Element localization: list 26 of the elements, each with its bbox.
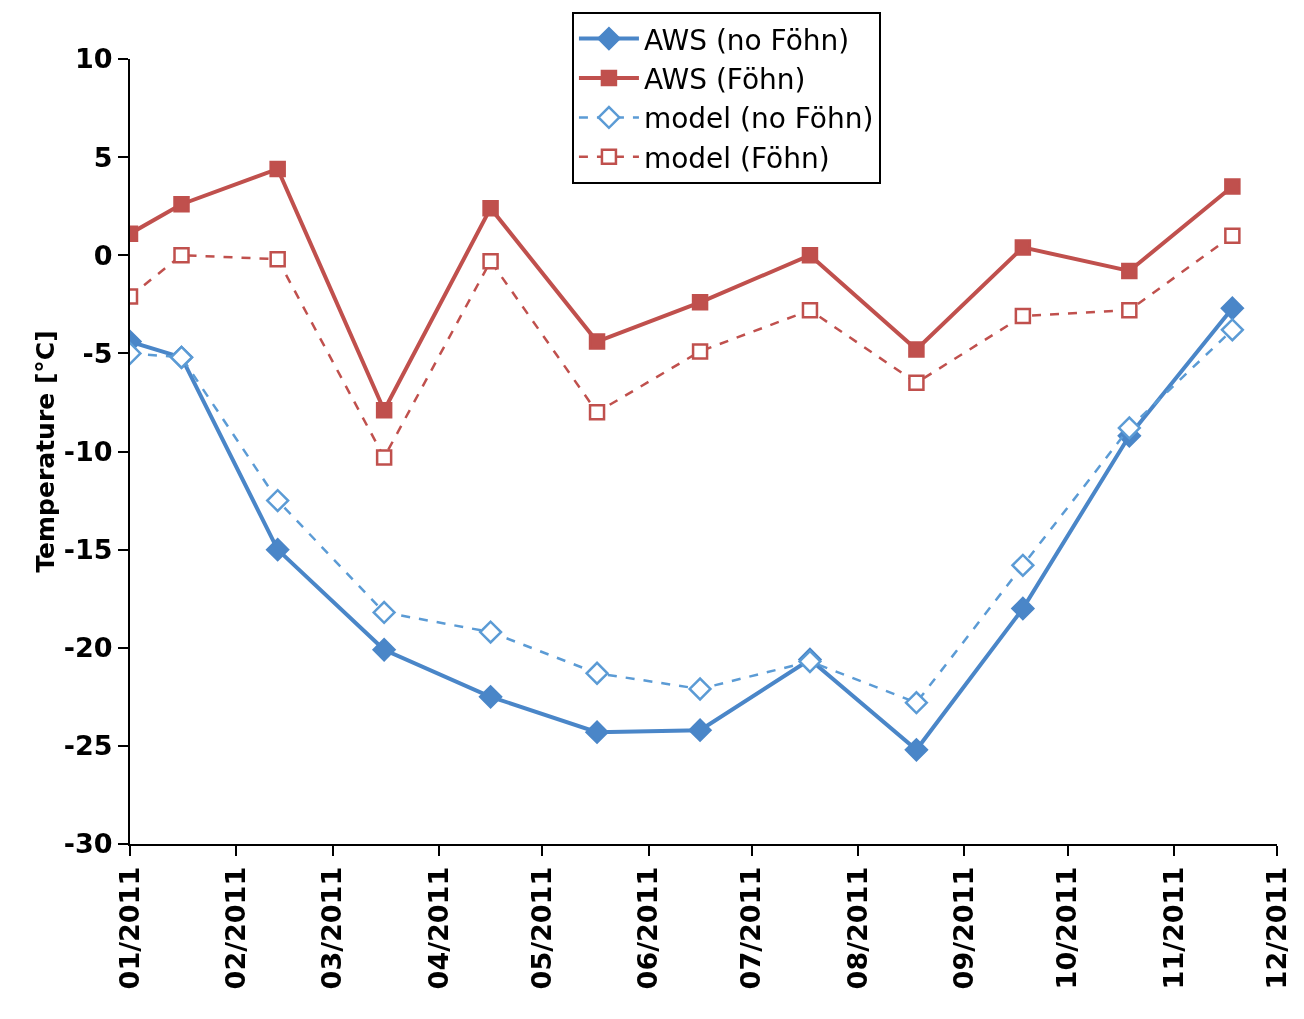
x-tick-label: 06/2011: [632, 866, 664, 990]
x-tick-label: 09/2011: [948, 866, 980, 990]
y-tick-label: -15: [63, 534, 113, 566]
legend-label: AWS (no Föhn): [643, 23, 850, 57]
x-tick-label: 11/2011: [1157, 866, 1189, 990]
x-tick-label: 03/2011: [316, 866, 348, 990]
y-tick-label: 5: [93, 141, 113, 173]
x-tick-label: 05/2011: [525, 866, 557, 990]
x-tick-label: 12/2011: [1260, 866, 1292, 990]
x-tick-label: 08/2011: [841, 866, 873, 990]
y-axis-title: Temperature [°C]: [31, 330, 61, 573]
y-tick-label: -25: [63, 730, 113, 762]
x-tick-label: 07/2011: [735, 866, 767, 990]
legend-label: model (no Föhn): [643, 102, 874, 136]
x-tick-label: 01/2011: [113, 866, 145, 990]
x-tick-label: 02/2011: [220, 866, 252, 990]
y-tick-label: -20: [63, 632, 113, 664]
legend-label: AWS (Föhn): [643, 62, 806, 96]
x-tick-label: 10/2011: [1051, 866, 1083, 990]
y-tick-label: -30: [63, 828, 113, 860]
legend-label: model (Föhn): [643, 141, 830, 175]
x-tick-label: 04/2011: [422, 866, 454, 990]
y-tick-label: -5: [82, 337, 113, 369]
y-tick-label: 0: [93, 239, 113, 271]
y-tick-label: -10: [63, 435, 113, 467]
y-tick-label: 10: [75, 43, 113, 75]
